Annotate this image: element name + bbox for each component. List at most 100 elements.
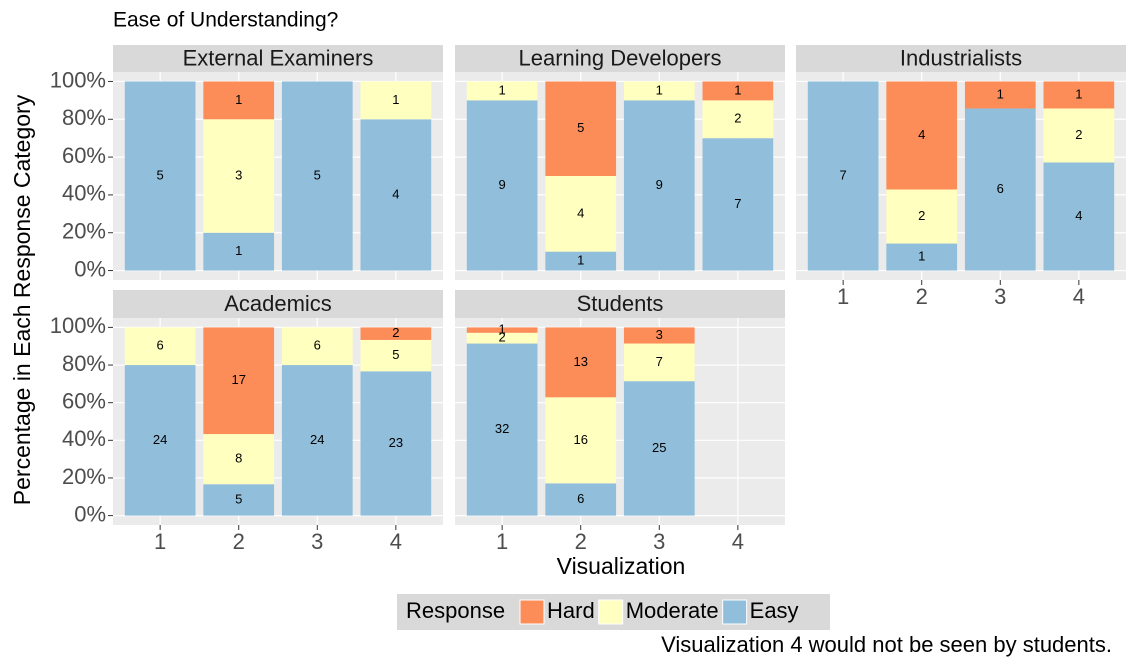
data-label: 6 bbox=[577, 491, 584, 506]
bar-segment bbox=[702, 100, 774, 139]
bar-segment bbox=[623, 343, 695, 382]
data-label: 2 bbox=[392, 325, 399, 340]
data-label: 16 bbox=[573, 432, 587, 447]
legend-key bbox=[519, 599, 545, 625]
bar-segment bbox=[360, 81, 432, 120]
x-tick-label: 1 bbox=[154, 529, 166, 554]
x-tick-label: 1 bbox=[837, 284, 849, 309]
x-tick-label: 3 bbox=[311, 529, 323, 554]
data-label: 9 bbox=[499, 177, 506, 192]
strip-background bbox=[113, 290, 443, 318]
bar-segment bbox=[807, 81, 879, 271]
bar-segment bbox=[203, 81, 275, 120]
data-label: 5 bbox=[577, 120, 584, 135]
legend-label: Moderate bbox=[626, 598, 719, 623]
bar-segment bbox=[124, 365, 196, 516]
legend-label: Hard bbox=[547, 598, 595, 623]
bar-segment bbox=[623, 327, 695, 344]
x-tick-label: 2 bbox=[233, 529, 245, 554]
bar-segment bbox=[360, 371, 432, 516]
x-tick-label: 1 bbox=[496, 529, 508, 554]
data-label: 6 bbox=[157, 338, 164, 353]
y-tick-label: 40% bbox=[62, 181, 106, 206]
bar-segment bbox=[281, 365, 353, 516]
data-label: 1 bbox=[499, 322, 506, 337]
bar-segment bbox=[203, 434, 275, 485]
bar-segment bbox=[466, 100, 538, 271]
bar-segment bbox=[545, 251, 617, 271]
strip-label: External Examiners bbox=[183, 45, 374, 70]
y-tick-label: 80% bbox=[62, 351, 106, 376]
y-tick-label: 0% bbox=[74, 501, 106, 526]
data-label: 7 bbox=[840, 167, 847, 182]
data-label: 1 bbox=[392, 92, 399, 107]
y-tick-label: 60% bbox=[62, 143, 106, 168]
bar-segment bbox=[281, 327, 353, 366]
data-label: 1 bbox=[235, 92, 242, 107]
y-tick-label: 60% bbox=[62, 388, 106, 413]
data-label: 5 bbox=[157, 167, 164, 182]
data-label: 1 bbox=[656, 82, 663, 97]
bar-segment bbox=[466, 332, 538, 344]
data-label: 17 bbox=[231, 372, 245, 387]
data-label: 5 bbox=[392, 347, 399, 362]
data-label: 4 bbox=[1075, 208, 1082, 223]
data-label: 1 bbox=[235, 243, 242, 258]
data-label: 4 bbox=[577, 205, 584, 220]
data-label: 25 bbox=[652, 440, 666, 455]
bar-segment bbox=[545, 81, 617, 176]
bar-segment bbox=[203, 327, 275, 435]
bar-segment bbox=[886, 189, 958, 244]
data-label: 9 bbox=[656, 177, 663, 192]
data-label: 1 bbox=[918, 248, 925, 263]
bar-segment bbox=[623, 381, 695, 516]
bar-segment bbox=[124, 81, 196, 271]
strip-background bbox=[455, 45, 785, 72]
strip-background bbox=[113, 45, 443, 72]
bar-segment bbox=[360, 119, 432, 271]
strip-label: Learning Developers bbox=[518, 45, 721, 70]
bar-segment bbox=[545, 176, 617, 252]
data-label: 6 bbox=[314, 338, 321, 353]
x-tick-label: 2 bbox=[916, 284, 928, 309]
data-label: 1 bbox=[577, 253, 584, 268]
strip-label: Academics bbox=[224, 291, 332, 316]
bar-segment bbox=[702, 138, 774, 271]
data-label: 5 bbox=[235, 491, 242, 506]
bar-segment bbox=[702, 81, 774, 101]
bar-segment bbox=[545, 327, 617, 398]
bar-segment bbox=[281, 81, 353, 271]
y-tick-label: 20% bbox=[62, 219, 106, 244]
bar-segment bbox=[466, 343, 538, 516]
x-tick-label: 2 bbox=[575, 529, 587, 554]
data-label: 6 bbox=[997, 181, 1004, 196]
data-label: 3 bbox=[656, 327, 663, 342]
legend-title: Response bbox=[406, 598, 505, 623]
x-tick-label: 4 bbox=[732, 529, 744, 554]
legend-key bbox=[722, 599, 748, 625]
data-label: 4 bbox=[918, 127, 925, 142]
chart-title: Ease of Understanding? bbox=[113, 9, 338, 32]
y-tick-label: 0% bbox=[74, 256, 106, 281]
y-tick-label: 20% bbox=[62, 464, 106, 489]
bar-segment bbox=[886, 243, 958, 271]
data-label: 5 bbox=[314, 167, 321, 182]
bar-segment bbox=[1043, 108, 1115, 163]
bar-segment bbox=[203, 119, 275, 233]
bar-segment bbox=[623, 81, 695, 101]
y-tick-label: 100% bbox=[50, 313, 106, 338]
y-tick-label: 40% bbox=[62, 426, 106, 451]
data-label: 23 bbox=[389, 435, 403, 450]
bar-segment bbox=[1043, 81, 1115, 109]
data-label: 8 bbox=[235, 451, 242, 466]
x-tick-label: 4 bbox=[390, 529, 402, 554]
data-label: 3 bbox=[235, 167, 242, 182]
caption: Visualization 4 would not be seen by stu… bbox=[661, 632, 1112, 657]
data-label: 24 bbox=[153, 432, 167, 447]
bar-segment bbox=[964, 81, 1036, 109]
data-label: 2 bbox=[918, 208, 925, 223]
strip-background bbox=[796, 45, 1126, 72]
bar-segment bbox=[964, 108, 1036, 271]
y-tick-label: 80% bbox=[62, 105, 106, 130]
